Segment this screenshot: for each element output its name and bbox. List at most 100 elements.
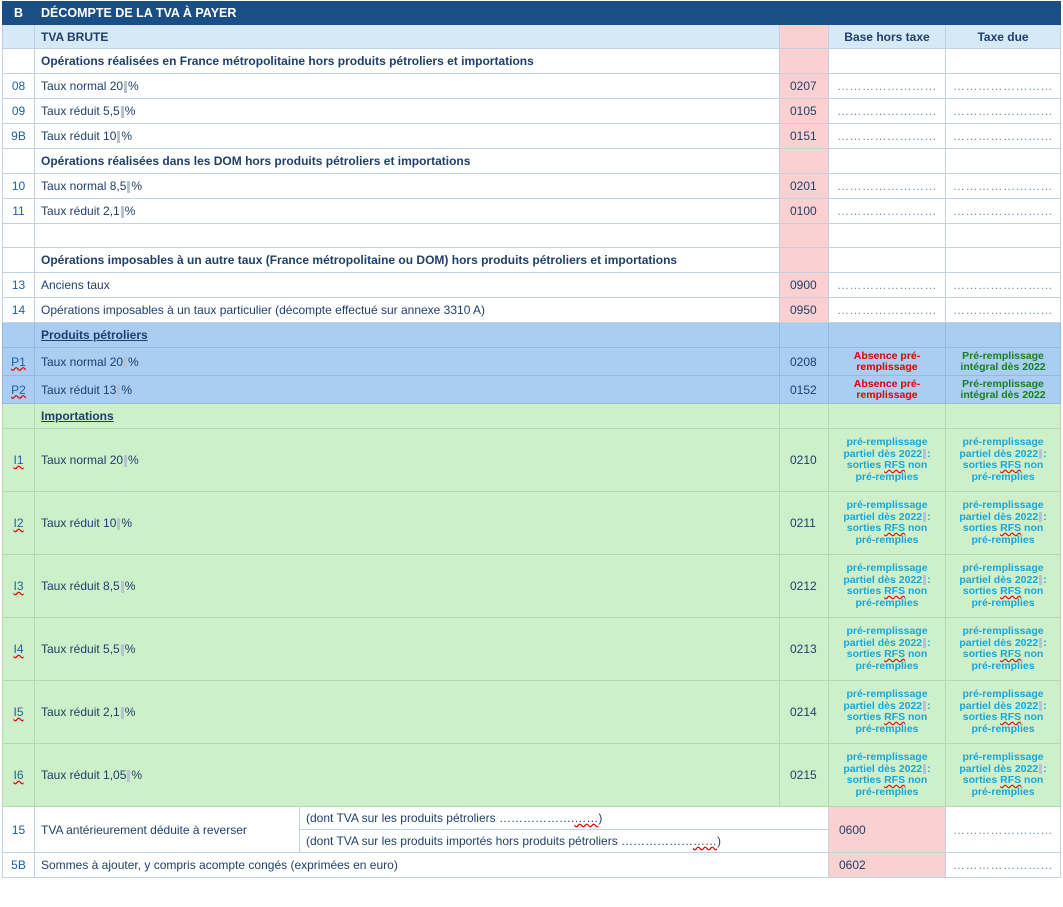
input-marker [1039,448,1043,459]
blank-row [2,223,1062,248]
base-amount-field[interactable]: …………………… [828,173,946,199]
base-amount-field[interactable]: …………………… [828,123,946,149]
note-line: non [1024,459,1044,471]
row-label: Taux réduit 5,5 [41,642,120,656]
note-line: pré-remplies [971,659,1035,672]
input-marker [923,700,927,711]
base-amount-field[interactable]: …………………… [828,98,946,124]
section-dom-row: Opérations réalisées dans les DOM hors p… [2,148,1062,174]
line-code: 0152 [779,375,829,404]
base-prefill-note: pré-remplissage partiel dès 2022: sorties … [828,680,946,744]
line-code-text: 0201 [790,179,817,193]
note-line: pré-remplies [971,533,1035,546]
row-label-unit: % [121,516,133,530]
row-label: Taux normal 20 [41,354,124,369]
row-label: Taux normal 20 [41,79,124,93]
note-line: RFS [884,774,906,786]
note-line: remplissage [856,388,918,401]
section-dom: Opérations réalisées dans les DOM hors p… [41,154,471,168]
note-line: non [908,774,928,786]
sub-label: ) [598,811,603,825]
line-number: I3 [2,554,35,618]
tax-prefill-note: Pré-remplissage intégral dès 2022 [944,375,1062,404]
tax-amount-field[interactable]: …………………… [944,852,1062,878]
note-line: Pré-remplissage [962,377,1044,390]
note-line: non [908,585,928,597]
placeholder-dots: …………………… [953,79,1054,93]
line-number: 15 [2,806,35,853]
tax-amount-field[interactable]: …………………… [944,123,1062,149]
form-line-10: 10 Taux normal 8,5% 0201 …………………… …………………… [2,173,1062,199]
line-number: I1 [2,428,35,492]
placeholder-dots: …………………… [953,822,1054,837]
tax-prefill-note: pré-remplissage partiel dès 2022: sorties … [944,491,1062,555]
note-line: pré-remplissage [846,751,928,763]
note-line: partiel dès 2022 [959,447,1039,460]
sub-label: (dont TVA sur les produits importés hors… [306,834,694,848]
row-label-unit: % [131,768,143,782]
form-line-i4: I4 Taux réduit 5,5% 0213 pré-remplissage par… [2,617,1062,681]
section-metro-row: Opérations réalisées en France métropoli… [2,48,1062,74]
line-code: 0212 [779,554,829,618]
note-line: sorties [846,774,882,786]
row-label-unit: % [124,642,136,656]
note-line: sorties [846,522,882,534]
tax-amount-field[interactable]: …………………… [944,806,1062,853]
row-label: Taux normal 20 [41,453,124,467]
sub-label: (dont TVA sur les produits pétroliers ……… [306,811,575,825]
tax-amount-field[interactable]: …………………… [944,173,1062,199]
line-number: I5 [2,680,35,744]
row-label: Taux réduit 10 [41,516,117,530]
line-number: I2 [2,491,35,555]
base-amount-field[interactable]: …………………… [828,297,946,323]
placeholder-dots: …………………… [837,278,937,292]
form-line-11: 11 Taux réduit 2,1% 0100 …………………… …………………… [2,198,1062,224]
tax-amount-field[interactable]: …………………… [944,297,1062,323]
form-line-p2: P2 Taux réduit 13% 0152 Absence pré-remplis… [2,375,1062,404]
base-amount-field[interactable]: …………………… [828,198,946,224]
line-number: I6 [2,743,35,807]
line-number-text: 08 [11,79,26,93]
base-amount-field[interactable]: …………………… [828,73,946,99]
placeholder-dots: …………………… [837,179,937,193]
line-code: 0600 [828,806,946,853]
input-marker [923,448,927,459]
tax-amount-field[interactable]: …………………… [944,73,1062,99]
base-amount-field[interactable]: …………………… [828,272,946,298]
line-code-text: 0213 [790,642,817,656]
base-prefill-note: Absence pré-remplissage [828,347,946,376]
row-label-unit: % [128,354,139,369]
note-line: partiel dès 2022 [959,636,1039,649]
note-line: pré-remplies [855,785,919,798]
input-marker [117,130,121,143]
note-line: : [927,699,931,712]
form-line-13: 13 Anciens taux 0900 …………………… …………………… [2,272,1062,298]
note-line: sorties [962,774,998,786]
line-code: 0151 [779,123,829,149]
note-line: RFS [884,585,906,597]
line-number: 5B [2,852,35,878]
sub-header: TVA BRUTE Base hors taxe Taxe due [2,24,1062,49]
note-line: pré-remplies [855,470,919,483]
line-code-text: 0210 [790,453,817,467]
placeholder-dots: …………………… [953,129,1054,143]
input-marker [120,105,124,118]
note-line: : [927,762,931,775]
form-line-i3: I3 Taux réduit 8,5% 0212 pré-remplissage par… [2,554,1062,618]
section-petro-row: Produits pétroliers [2,322,1062,348]
note-line: partiel dès 2022 [843,636,923,649]
input-marker [923,574,927,585]
line-number-text: 5B [11,858,26,872]
note-line: RFS [1000,459,1022,471]
note-line: Pré-remplissage [962,349,1044,362]
line-number: 11 [2,198,35,224]
form-line-9b: 9B Taux réduit 10% 0151 …………………… …………………… [2,123,1062,149]
note-line: pré-remplies [855,722,919,735]
line-number-text: P2 [11,382,26,397]
tax-amount-field[interactable]: …………………… [944,198,1062,224]
note-line: non [1024,648,1044,660]
form-line-09: 09 Taux réduit 5,5% 0105 …………………… …………………… [2,98,1062,124]
line-number-text: 13 [11,278,26,292]
tax-amount-field[interactable]: …………………… [944,98,1062,124]
tax-amount-field[interactable]: …………………… [944,272,1062,298]
